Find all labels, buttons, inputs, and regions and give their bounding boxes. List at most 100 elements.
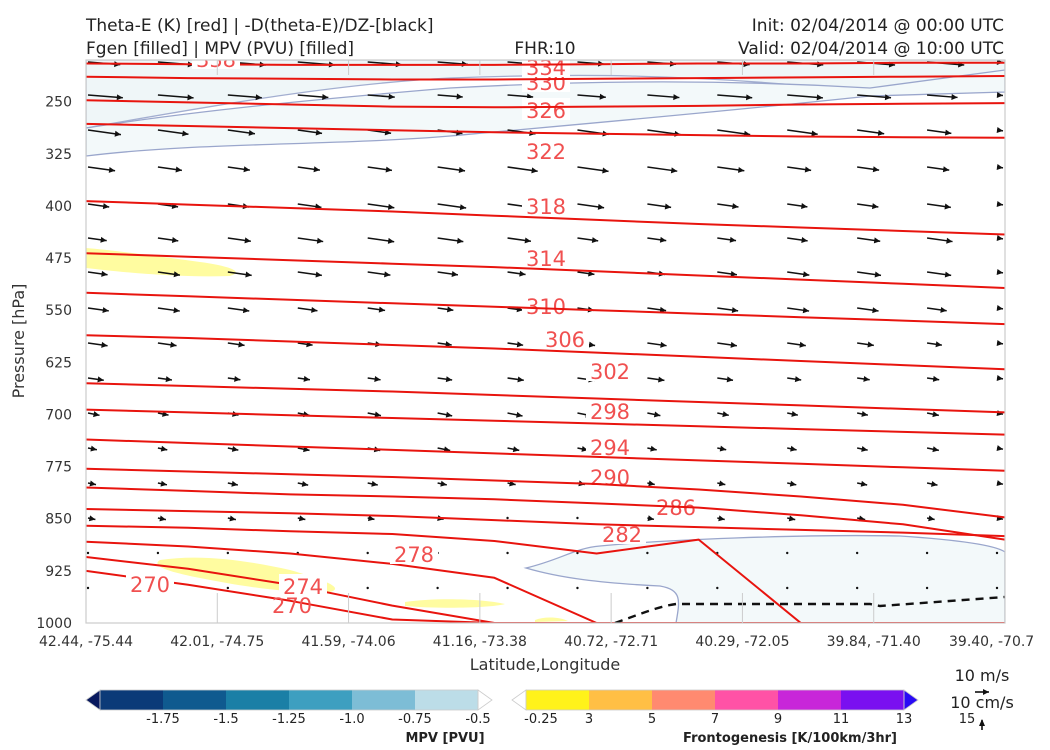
colorbar-tick-label: 11 (833, 712, 850, 727)
wind-vector-head (811, 130, 818, 137)
wind-vector-head (928, 515, 935, 522)
wind-vector-head (316, 237, 324, 244)
wind-vector-head (996, 305, 1003, 311)
wind-vector-head (512, 446, 520, 453)
mpv-fill-lower (523, 534, 1005, 623)
wind-vector-head (231, 480, 238, 487)
wind-vector (786, 551, 789, 555)
wind-vector-head (160, 480, 167, 487)
wind-vector-head (588, 341, 596, 348)
wind-vector-head (371, 480, 378, 487)
wind-vector-head (816, 94, 823, 101)
wind-vector-head (388, 93, 395, 100)
wind-vector-head (374, 376, 381, 382)
x-tick-label: 40.72, -72.71 (564, 634, 658, 650)
wind-vector-head (101, 270, 108, 277)
wind-vector-head (88, 515, 96, 522)
plot-area: 270 2742782822862902942983023063103143183… (36, 59, 1034, 650)
colorbar-segment (226, 690, 290, 710)
wind-vector-head (238, 341, 245, 348)
wind-vector (156, 551, 160, 555)
wind-vector (366, 551, 369, 555)
wind-vector-head (794, 376, 802, 383)
contour-label-background (279, 574, 327, 596)
contour-label-background (126, 572, 174, 594)
wind-vector-head (942, 166, 950, 173)
wind-vector-head (175, 166, 182, 173)
colorbar-tick-label: -0.75 (398, 712, 432, 727)
theta-e-contour-label: 318 (526, 195, 566, 219)
wind-vector-head (90, 445, 97, 452)
y-tick-label: 700 (45, 407, 72, 423)
wind-vector-head (935, 341, 942, 348)
wind-vector-head (932, 375, 940, 382)
wind-vector-head (861, 445, 868, 452)
wind-vector-head (673, 94, 680, 101)
reference-vector-horizontal-head (983, 689, 989, 695)
valid-time: Valid: 02/04/2014 @ 10:00 UTC (738, 39, 1004, 59)
wind-vector-head (315, 271, 322, 278)
x-axis-label: Latitude,Longitude (470, 655, 621, 674)
wind-vector-head (244, 237, 251, 244)
theta-e-contour-334 (86, 75, 1005, 81)
y-tick-label: 400 (45, 199, 72, 215)
theta-e-contour-278 (86, 540, 1005, 623)
wind-vector-head (597, 203, 605, 210)
wind-vector-head (599, 93, 606, 100)
wind-vector-head (313, 166, 320, 173)
wind-vector-head (229, 515, 236, 522)
wind-vector-head (245, 271, 252, 278)
wind-vector-head (93, 411, 100, 418)
theta-e-contour-label: 306 (545, 328, 585, 352)
theta-e-contours: 270 2742782822862902942983023063103143183… (86, 60, 1005, 623)
colorbar-outline (99, 689, 479, 711)
colorbar-segment (289, 690, 353, 710)
wind-vector-head (872, 307, 879, 314)
wind-vector-head (802, 307, 810, 314)
wind-vector-head (446, 306, 454, 313)
wind-vector-head (951, 93, 958, 100)
wind-vector (226, 586, 230, 590)
theta-e-contour-314 (86, 291, 1005, 326)
wind-vector-head (799, 341, 806, 348)
wind-vector (646, 551, 649, 555)
title-left-2: Fgen [filled] | MPV (PVU) [filled] (86, 39, 354, 59)
wind-vector-head (931, 480, 938, 487)
contour-label-background (522, 294, 570, 316)
colorbar-tick-label: 13 (896, 712, 913, 727)
wind-vector (576, 586, 579, 590)
wind-vector-head (944, 203, 951, 210)
wind-vector-head (301, 480, 309, 487)
colorbar-tick-label: -0.25 (524, 712, 558, 727)
wind-vector-head (730, 341, 737, 348)
wind-vector-head (791, 410, 798, 417)
forecast-hour: FHR:10 (514, 39, 575, 59)
wind-vector-head (861, 411, 868, 417)
theta-e-contour-label: 302 (590, 360, 630, 384)
fgen-fill-small (535, 617, 568, 622)
theta-e-contour-label: 310 (526, 295, 566, 319)
wind-vector-head (374, 411, 381, 418)
contour-label-background (390, 542, 438, 564)
y-tick-label: 625 (45, 355, 72, 371)
colorbar-tick-label: 5 (648, 712, 656, 727)
wind-vector-head (860, 480, 868, 487)
wind-vector-head (659, 306, 667, 313)
y-tick-label: 550 (45, 303, 72, 319)
wind-vector (226, 551, 230, 555)
wind-vector-head (996, 92, 1003, 98)
title-left-1: Theta-E (K) [red] | -D(theta-E)/DZ-[blac… (85, 16, 434, 36)
wind-vector-head (524, 237, 531, 244)
wind-vector-head (788, 515, 796, 522)
wind-vector-head (298, 515, 306, 522)
wind-vector-head (531, 167, 538, 174)
theta-e-contour-306 (86, 382, 1005, 414)
wind-vector-head (944, 271, 952, 278)
x-tick-label: 39.84, -71.40 (827, 634, 921, 650)
theta-e-contour-318 (86, 252, 1005, 289)
y-tick-label: 1000 (36, 616, 72, 632)
wind-vector-head (102, 203, 110, 210)
theta-e-contour-290 (86, 486, 1005, 541)
wind-vector-head (451, 271, 458, 277)
wind-vector-head (367, 515, 375, 522)
